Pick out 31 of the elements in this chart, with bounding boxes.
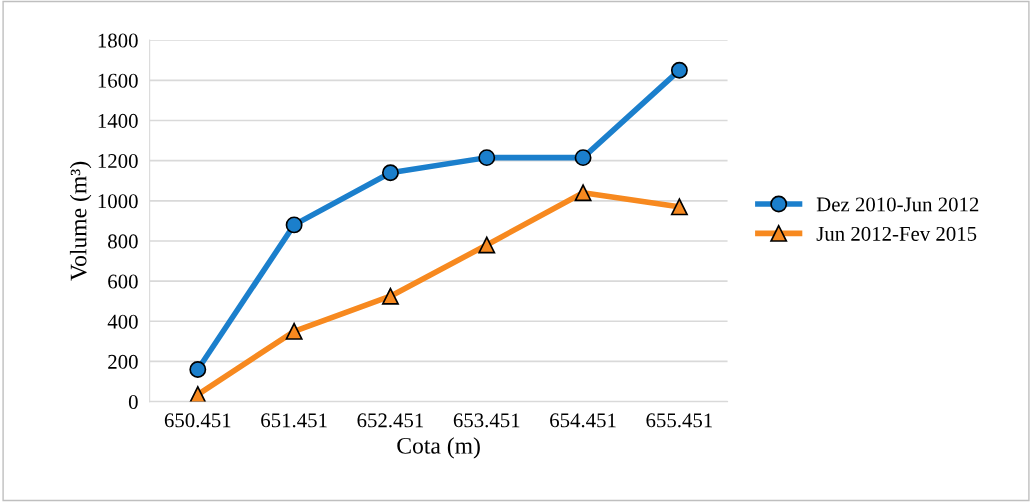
point — [478, 236, 496, 254]
point — [285, 216, 303, 234]
x-tick-label: 655.451 — [646, 413, 712, 428]
y-tick-label: 1000 — [98, 194, 138, 209]
point — [189, 360, 207, 378]
x-axis-title: Cota (m) — [397, 437, 480, 459]
y-tick-label: 400 — [107, 314, 138, 329]
y-tick-label: 1200 — [98, 154, 138, 169]
y-tick-label: 800 — [108, 234, 138, 249]
x-tick-label: 654.451 — [550, 413, 616, 428]
y-tick-label: 1400 — [98, 113, 138, 128]
y-tick-label: 600 — [108, 274, 138, 289]
point — [670, 61, 688, 79]
point — [285, 322, 303, 340]
point — [381, 287, 399, 305]
y-tick-label: 1800 — [98, 33, 138, 48]
point — [670, 198, 688, 216]
x-tick-label: 650.451 — [164, 413, 231, 428]
y-tick-label: 0 — [128, 394, 138, 410]
point — [574, 149, 592, 167]
legend-label: Jun 2012-Fev 2015 — [816, 226, 977, 241]
y-axis-title: Volume (m³) — [69, 161, 92, 281]
x-tick-label: 651.451 — [261, 413, 327, 428]
x-tick-label: 652.451 — [357, 413, 424, 428]
point — [574, 184, 592, 202]
point — [381, 164, 399, 182]
y-tick-label: 200 — [108, 354, 138, 369]
legend-label: Dez 2010-Jun 2012 — [816, 197, 979, 212]
point — [478, 149, 496, 167]
y-tick-label: 1600 — [98, 73, 138, 88]
x-tick-label: 653.451 — [453, 413, 520, 428]
